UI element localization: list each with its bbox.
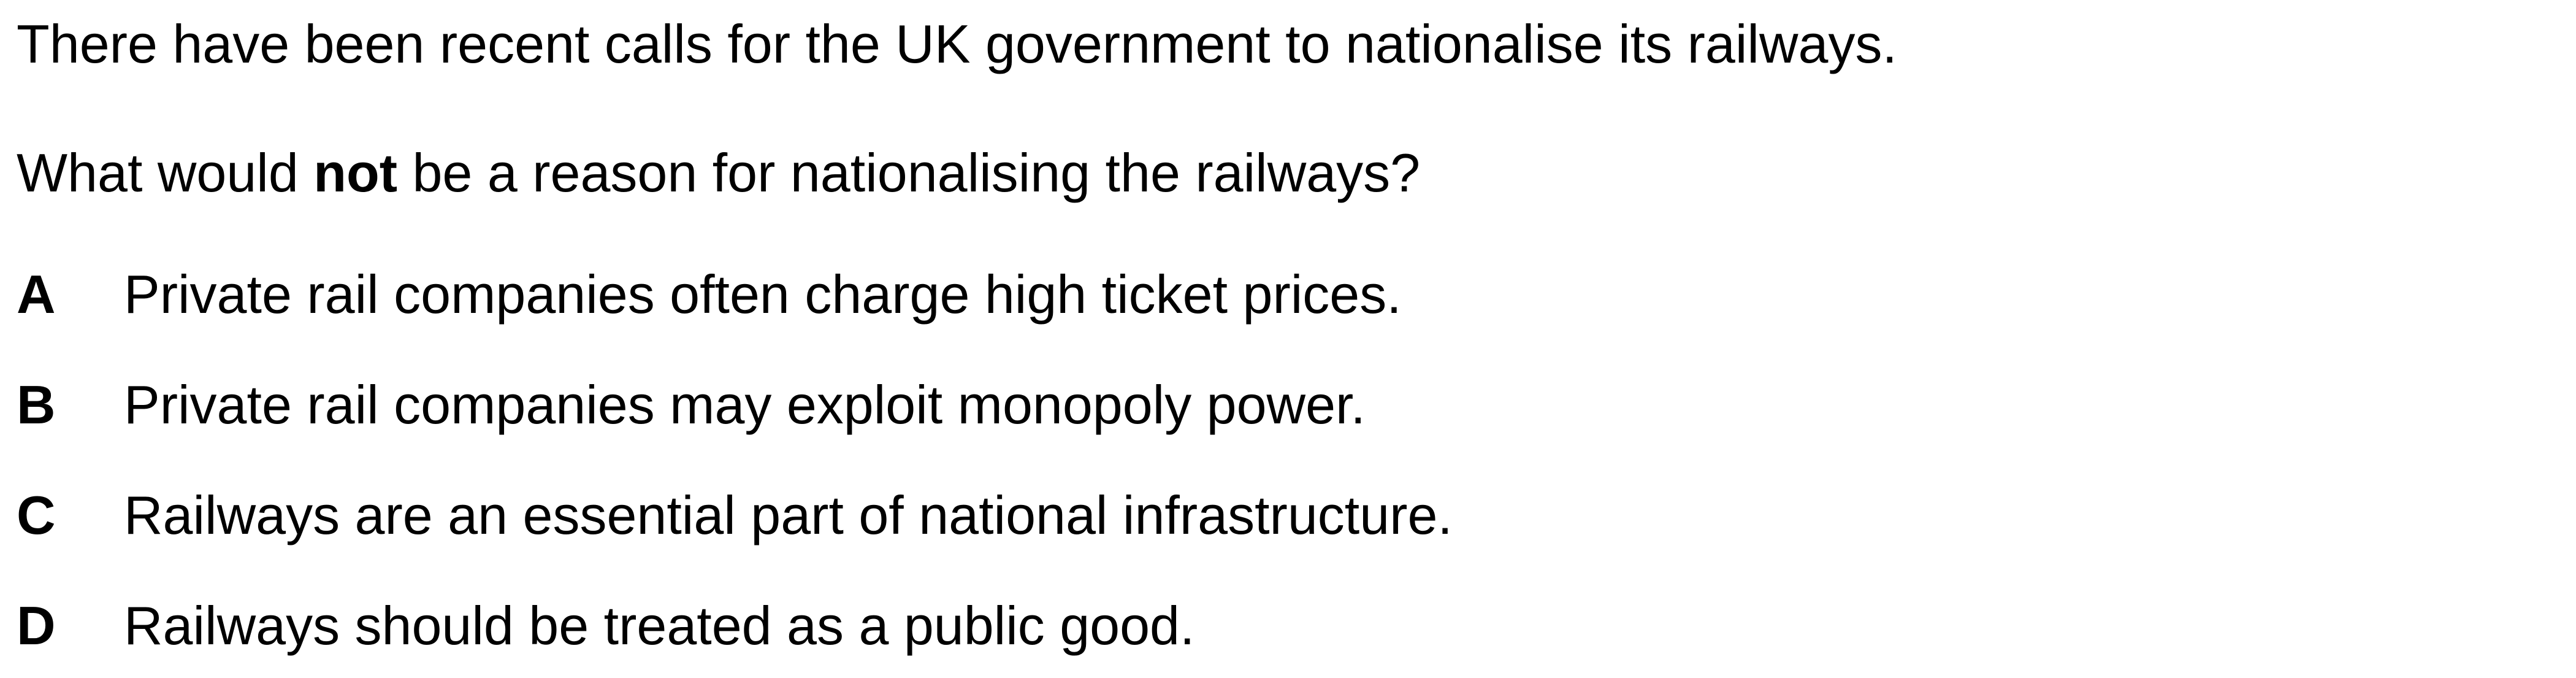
option-text: Private rail companies may exploit monop…	[124, 374, 1366, 435]
option-d[interactable]: D Railways should be treated as a public…	[17, 595, 1194, 657]
question-before: What would	[17, 142, 314, 203]
option-c[interactable]: C Railways are an essential part of nati…	[17, 485, 1453, 546]
question-emphasis: not	[313, 142, 398, 203]
question-text: What would not be a reason for nationali…	[17, 142, 1420, 204]
question-after: be a reason for nationalising the railwa…	[397, 142, 1421, 203]
option-text: Railways should be treated as a public g…	[124, 595, 1195, 656]
option-letter: D	[17, 595, 56, 656]
option-text: Private rail companies often charge high…	[124, 264, 1402, 325]
option-a[interactable]: A Private rail companies often charge hi…	[17, 264, 1402, 325]
option-letter: C	[17, 485, 56, 545]
option-b[interactable]: B Private rail companies may exploit mon…	[17, 374, 1366, 436]
option-text: Railways are an essential part of nation…	[124, 485, 1453, 545]
option-letter: A	[17, 264, 56, 325]
option-letter: B	[17, 374, 56, 435]
intro-text: There have been recent calls for the UK …	[17, 13, 1897, 74]
